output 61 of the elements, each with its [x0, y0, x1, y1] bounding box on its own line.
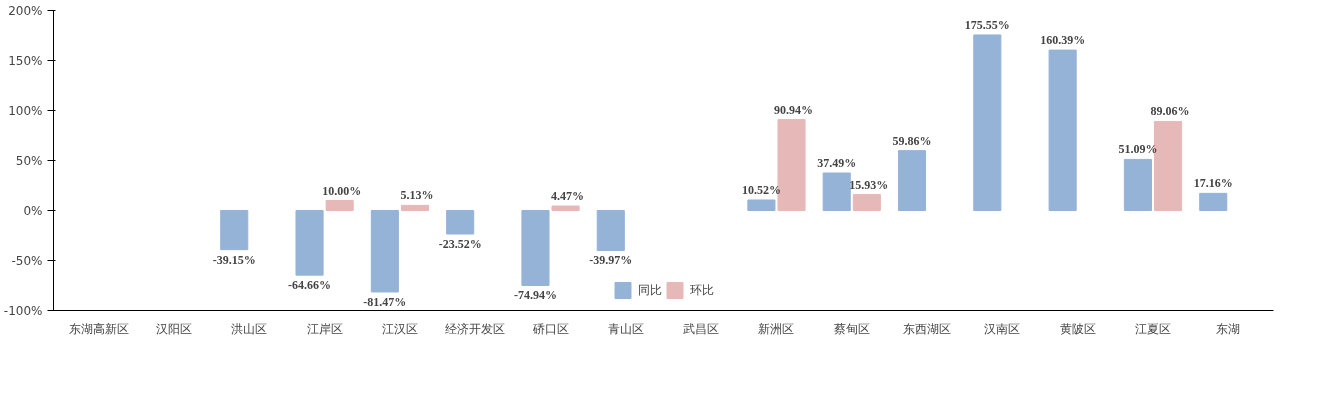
- bar: [852, 194, 881, 211]
- data-label: -23.52%: [438, 237, 482, 252]
- x-tick-label: 青山区: [607, 321, 644, 336]
- data-label: 4.47%: [551, 189, 585, 204]
- x-tick-label: 经济开发区: [445, 321, 506, 336]
- data-label: 17.16%: [1193, 176, 1233, 191]
- x-tick-label: 东湖: [1216, 321, 1241, 336]
- y-tick-label: 0%: [23, 203, 43, 218]
- data-label: -39.97%: [589, 253, 633, 268]
- x-tick-label: 东湖高新区: [68, 321, 129, 336]
- x-tick-label: 新洲区: [758, 321, 795, 336]
- data-label: -64.66%: [288, 278, 332, 293]
- data-label: 59.86%: [892, 133, 932, 148]
- x-tick-label: 洪山区: [231, 321, 268, 336]
- x-tick-label: 江岸区: [306, 321, 343, 336]
- bar: [822, 172, 851, 211]
- y-tick-label: 150%: [8, 53, 43, 68]
- bar: [973, 34, 1002, 211]
- y-tick-label: 100%: [8, 103, 43, 118]
- x-tick-label: 汉阳区: [155, 321, 192, 336]
- x-tick-label: 武昌区: [683, 321, 720, 336]
- legend-label: 同比: [637, 281, 662, 299]
- data-label: -74.94%: [513, 288, 557, 303]
- x-tick-label: 江夏区: [1135, 321, 1172, 336]
- bar: [521, 210, 550, 286]
- y-tick-label: -50%: [11, 253, 43, 268]
- x-tick-label: 硚口区: [531, 321, 569, 336]
- y-tick-label: 50%: [15, 153, 43, 168]
- y-tick-label: 200%: [8, 3, 43, 18]
- bar: [325, 200, 354, 211]
- bar: [1199, 192, 1228, 211]
- data-label: 5.13%: [400, 188, 434, 203]
- bar: [295, 210, 324, 276]
- bar: [446, 210, 475, 235]
- data-label: 10.52%: [741, 182, 781, 197]
- bar: [1123, 158, 1152, 211]
- bar: [1048, 49, 1077, 211]
- bar: [747, 199, 776, 211]
- x-tick-label: 汉南区: [984, 321, 1021, 336]
- x-tick-label: 黄陂区: [1059, 321, 1096, 336]
- y-tick-label: -100%: [3, 303, 43, 318]
- data-label: 90.94%: [774, 102, 814, 117]
- bar: [897, 150, 927, 211]
- x-tick-label: 江汉区: [381, 321, 418, 336]
- data-label: 10.00%: [322, 183, 362, 198]
- bar: [400, 204, 430, 211]
- x-tick-label: 东西湖区: [903, 321, 952, 336]
- bar: [370, 210, 399, 293]
- data-label: -39.15%: [212, 252, 256, 267]
- data-label: 160.39%: [1040, 33, 1086, 48]
- legend-label: 环比: [689, 281, 714, 299]
- data-label: 15.93%: [849, 177, 889, 192]
- data-label: 51.09%: [1118, 142, 1158, 157]
- bar: [551, 205, 580, 211]
- data-label: -81.47%: [363, 294, 407, 309]
- data-label: 37.49%: [817, 156, 857, 171]
- bar: [596, 210, 625, 251]
- data-label: 175.55%: [964, 17, 1010, 32]
- x-tick-label: 蔡甸区: [833, 321, 870, 336]
- bar: [220, 210, 249, 251]
- data-label: 89.06%: [1150, 104, 1190, 119]
